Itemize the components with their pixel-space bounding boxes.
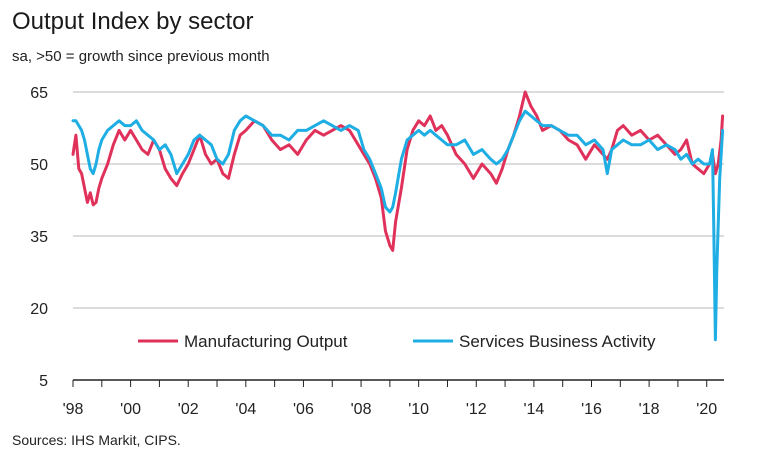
x-tick-label: '10 (408, 401, 429, 418)
series-lines (71, 90, 725, 342)
x-tick-label: '16 (581, 401, 602, 418)
chart-title: Output Index by sector (12, 8, 254, 35)
x-tick-label: '02 (178, 401, 199, 418)
series-line-manufacturing-output (71, 90, 725, 252)
legend-label-services: Services Business Activity (459, 332, 656, 351)
legend-label-manufacturing: Manufacturing Output (184, 332, 348, 351)
x-tick-label: '00 (120, 401, 141, 418)
chart-source: Sources: IHS Markit, CIPS. (12, 432, 181, 448)
x-tick-label: '18 (639, 401, 660, 418)
x-tick-label: '98 (63, 401, 84, 418)
y-axis-tick-labels: 65 50 35 20 5 (30, 85, 48, 390)
y-tick-label: 65 (30, 85, 48, 102)
x-tick-label: '14 (523, 401, 544, 418)
y-tick-label: 5 (39, 373, 48, 390)
x-tick-label: '06 (293, 401, 314, 418)
chart-subtitle: sa, >50 = growth since previous month (12, 48, 270, 65)
legend: Manufacturing Output Services Business A… (132, 329, 675, 355)
series-line-services-business-activity (71, 109, 725, 342)
x-tick-label: '04 (235, 401, 256, 418)
y-tick-label: 20 (30, 301, 48, 318)
x-tick-label: '08 (351, 401, 372, 418)
x-tick-label: '12 (466, 401, 487, 418)
x-tick-label: '20 (696, 401, 717, 418)
x-axis: '98 '00 '02 '04 '06 '08 '10 '12 '14 '16 '18 '20 (63, 379, 724, 418)
y-tick-label: 50 (30, 157, 48, 174)
y-tick-label: 35 (30, 229, 48, 246)
